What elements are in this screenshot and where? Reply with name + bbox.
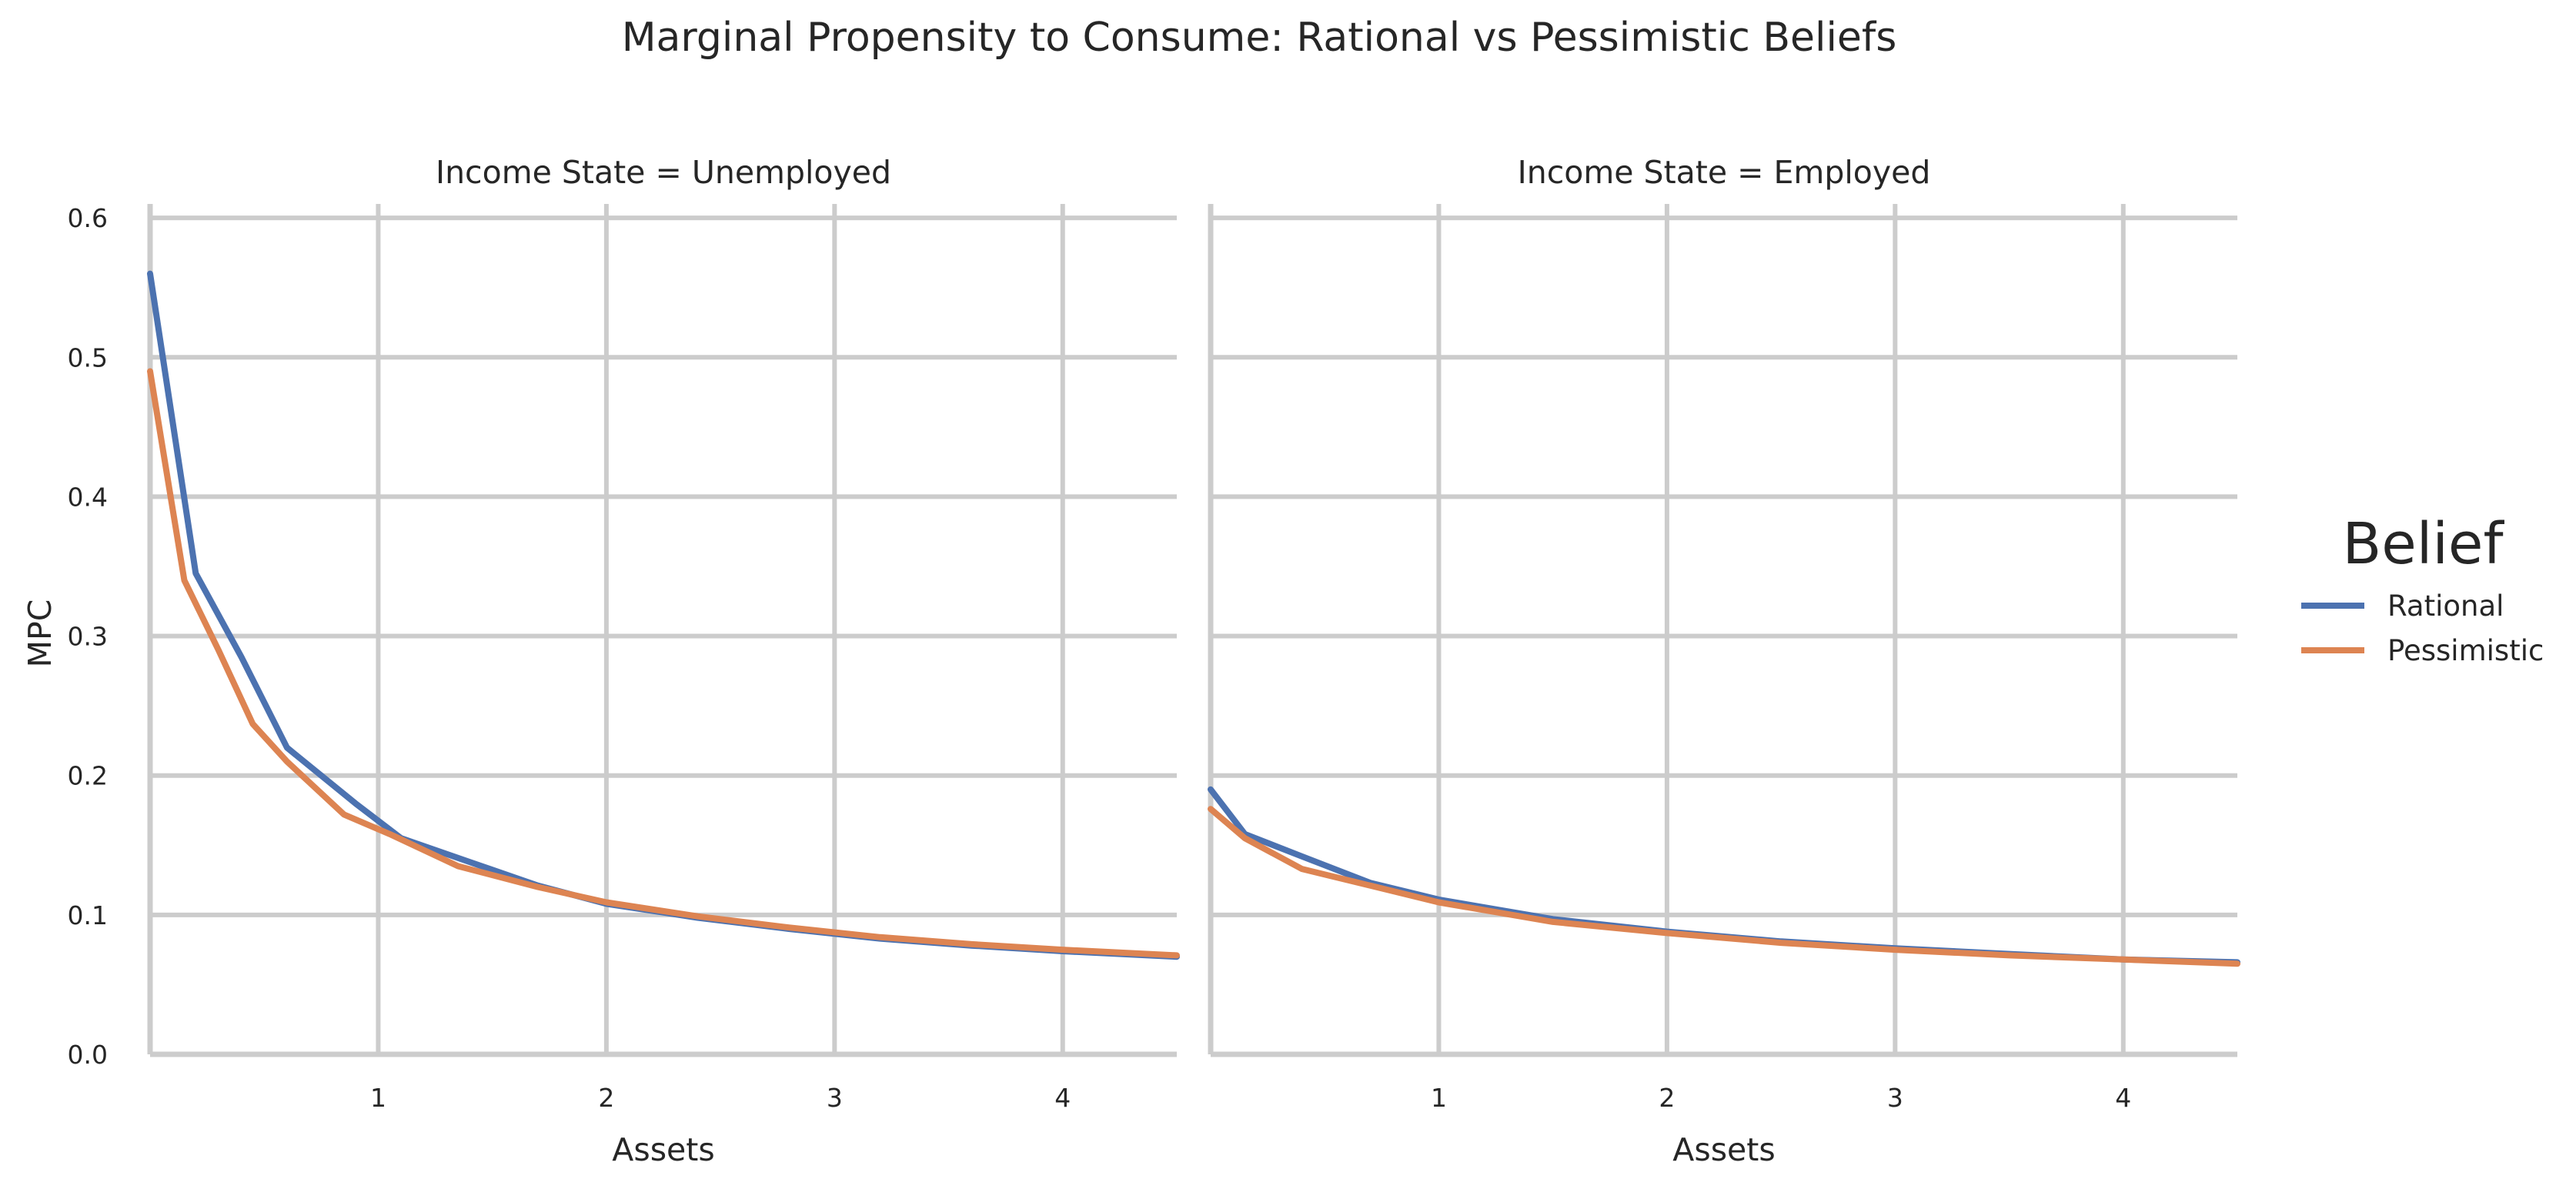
series-line-pessimistic (1208, 806, 2240, 967)
legend-label-rational: Rational (2387, 589, 2504, 623)
y-tick-label: 0.0 (68, 1040, 108, 1070)
x-tick-label: 2 (598, 1083, 614, 1113)
x-tick-label: 1 (370, 1083, 386, 1113)
panel-title: Income State = Employed (1518, 154, 1931, 191)
legend: Belief Rational Pessimistic (2301, 511, 2544, 667)
panel-title: Income State = Unemployed (436, 154, 891, 191)
x-axis-label: Assets (612, 1131, 714, 1168)
y-tick-label: 0.6 (68, 203, 108, 233)
y-tick-label: 0.4 (68, 482, 108, 512)
x-tick-label: 3 (827, 1083, 843, 1113)
x-tick-label: 3 (1887, 1083, 1903, 1113)
x-tick-label: 4 (1054, 1083, 1071, 1113)
y-tick-label: 0.1 (68, 900, 108, 930)
legend-label-pessimistic: Pessimistic (2387, 634, 2544, 667)
legend-title: Belief (2343, 511, 2505, 577)
x-axis-label: Assets (1672, 1131, 1775, 1168)
x-tick-label: 1 (1431, 1083, 1447, 1113)
chart-title: Marginal Propensity to Consume: Rational… (622, 15, 1897, 61)
y-axis-label: MPC (22, 600, 58, 668)
x-tick-label: 2 (1659, 1083, 1675, 1113)
x-tick-label: 4 (2115, 1083, 2131, 1113)
series-line-pessimistic (147, 368, 1180, 959)
series-line-rational (147, 270, 1180, 960)
panel-unemployed: 0.0 0.1 0.2 0.3 0.4 0.5 0.6 1 2 3 4 Income State = … (68, 154, 1180, 1168)
y-tick-label: 0.2 (68, 761, 108, 791)
panel-employed: 1 2 3 4 Income State = Employed Assets (1208, 154, 2240, 1168)
y-tick-label: 0.3 (68, 622, 108, 652)
y-tick-label: 0.5 (68, 342, 108, 372)
